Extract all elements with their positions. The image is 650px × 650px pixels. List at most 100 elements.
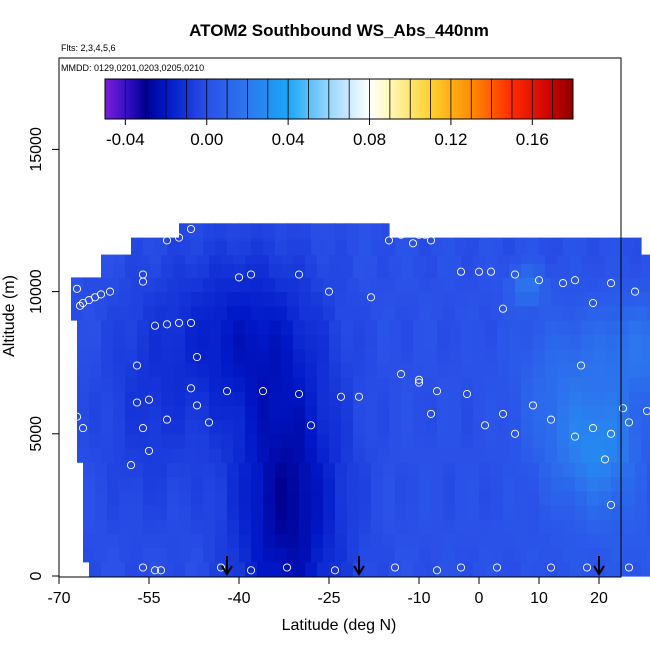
sample-point: [324, 287, 334, 296]
heatmap-cell: [461, 376, 474, 392]
heatmap-cell: [131, 476, 144, 492]
colorbar-swatch: [491, 79, 495, 119]
heatmap-cell: [167, 237, 180, 241]
heatmap-cell: [209, 419, 222, 435]
heatmap-cell: [209, 334, 222, 350]
heatmap-cell: [167, 462, 180, 477]
colorbar-tick-label: 0.04: [272, 130, 305, 149]
heatmap-cell: [185, 254, 198, 264]
heatmap-cell: [113, 448, 126, 463]
heatmap-cell: [635, 504, 648, 520]
heatmap-cell: [191, 277, 204, 293]
heatmap-cell: [407, 462, 420, 477]
heatmap-cell: [647, 490, 650, 506]
heatmap-cell: [593, 376, 606, 392]
heatmap-cell: [551, 533, 564, 549]
heatmap-cell: [209, 561, 222, 577]
heatmap-cell: [467, 519, 480, 534]
heatmap-cell: [581, 254, 594, 264]
heatmap-cell: [443, 277, 456, 293]
heatmap-cell: [257, 362, 270, 378]
colorbar-swatch: [520, 79, 523, 119]
heatmap-cell: [461, 391, 474, 406]
heatmap-cell: [539, 519, 552, 534]
colorbar-swatch: [452, 79, 456, 119]
heatmap-cell: [527, 504, 540, 520]
heatmap-cell: [647, 547, 650, 563]
sample-point: [138, 270, 148, 279]
heatmap-cell: [161, 405, 174, 421]
sample-point: [174, 318, 184, 327]
heatmap-cell: [395, 533, 408, 549]
heatmap-cell: [221, 419, 234, 435]
heatmap-cell: [287, 237, 300, 241]
heatmap-cell: [275, 504, 288, 520]
heatmap-cell: [521, 362, 534, 378]
heatmap-cell: [569, 433, 582, 449]
heatmap-cell: [635, 476, 648, 492]
heatmap-cell: [245, 448, 258, 463]
heatmap-cell: [371, 462, 384, 477]
heatmap-cell: [443, 462, 456, 477]
heatmap-cell: [335, 223, 348, 239]
heatmap-cell: [275, 240, 288, 256]
colorbar-swatch: [192, 79, 195, 119]
colorbar-swatch: [316, 79, 320, 119]
heatmap-cell: [485, 433, 498, 449]
sample-point: [132, 398, 142, 407]
heatmap-cell: [209, 320, 222, 335]
heatmap-cell: [329, 263, 342, 278]
colorbar-swatch: [239, 79, 242, 119]
colorbar-swatch: [172, 79, 175, 119]
heatmap-cell: [569, 320, 582, 335]
heatmap-cell: [425, 433, 438, 449]
heatmap-cell: [623, 476, 636, 492]
heatmap-cell: [149, 433, 162, 449]
heatmap-cell: [113, 405, 126, 421]
colorbar-swatch: [367, 79, 370, 119]
heatmap-cell: [215, 490, 228, 506]
heatmap-cell: [413, 348, 426, 364]
heatmap-cell: [611, 504, 624, 520]
heatmap-cell: [317, 391, 330, 406]
heatmap-cell: [263, 519, 276, 534]
heatmap-cell: [557, 433, 570, 449]
heatmap-cell: [251, 305, 264, 321]
x-axis-label: Latitude (deg N): [282, 617, 397, 634]
colorbar-swatch: [111, 79, 114, 119]
heatmap-cell: [245, 405, 258, 421]
heatmap-cell: [173, 376, 186, 392]
heatmap-cell: [347, 277, 360, 293]
colorbar-swatch: [161, 79, 165, 119]
heatmap-cell: [425, 391, 438, 406]
heatmap-cell: [467, 533, 480, 549]
heatmap-cell: [107, 504, 120, 520]
heatmap-cell: [395, 291, 408, 307]
x-tick-label: -25: [317, 590, 340, 607]
sample-point: [162, 415, 172, 424]
heatmap-cell: [533, 405, 546, 421]
heatmap-cell: [497, 334, 510, 350]
heatmap-cell: [455, 476, 468, 492]
heatmap-cell: [335, 240, 348, 256]
heatmap-cell: [425, 263, 438, 278]
heatmap-cell: [593, 263, 606, 278]
heatmap-cell: [401, 561, 414, 577]
heatmap-cell: [101, 405, 114, 421]
heatmap-cell: [455, 240, 468, 256]
heatmap-cell: [617, 448, 630, 463]
heatmap-cell: [359, 305, 372, 321]
colorbar-swatch: [294, 79, 297, 119]
heatmap-cell: [275, 277, 288, 293]
heatmap-cell: [431, 476, 444, 492]
heatmap-cell: [293, 348, 306, 364]
heatmap-cell: [89, 391, 102, 406]
heatmap-cell: [149, 334, 162, 350]
heatmap-cell: [635, 240, 642, 256]
heatmap-cell: [101, 334, 114, 350]
heatmap-cell: [197, 263, 210, 278]
colorbar-swatch: [389, 79, 393, 119]
heatmap-cell: [83, 490, 96, 506]
heatmap-cell: [419, 476, 432, 492]
heatmap-cell: [161, 419, 174, 435]
